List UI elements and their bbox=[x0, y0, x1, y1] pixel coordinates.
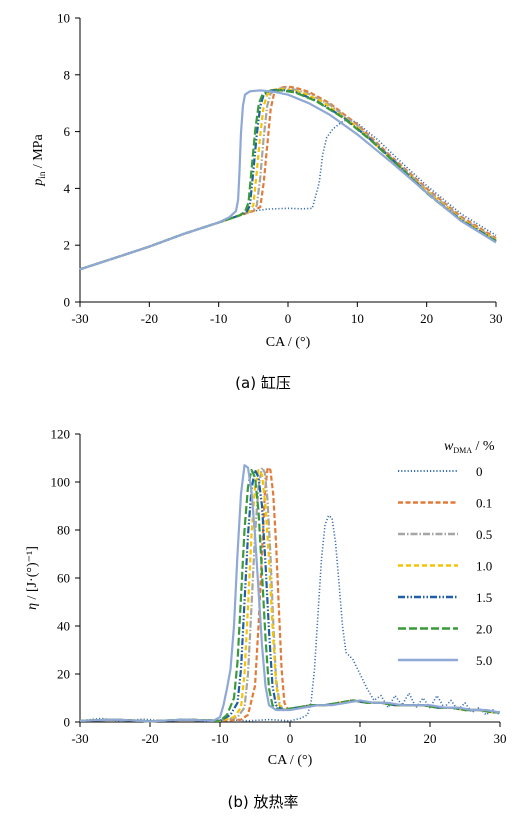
series-line-5.0 bbox=[79, 89, 497, 271]
y-tick-label: 2 bbox=[64, 238, 71, 253]
series-line-1.5 bbox=[79, 468, 500, 723]
series-line-5.0 bbox=[79, 464, 501, 723]
series-line-1.5 bbox=[79, 88, 497, 271]
y-tick-label: 120 bbox=[51, 427, 71, 442]
axes bbox=[79, 434, 500, 723]
ticks: -30 -20 -10 0 10 20 30 0 20 40 60 80 100 120 bbox=[51, 427, 507, 747]
x-tick-label: 10 bbox=[351, 311, 364, 326]
chart-heat-release-rate: -30 -20 -10 0 10 20 30 0 20 40 60 80 100 120 CA / (°)… bbox=[25, 427, 507, 812]
y-tick-label: 40 bbox=[57, 619, 70, 634]
x-tick-label: 10 bbox=[354, 731, 367, 746]
x-tick-label: 20 bbox=[420, 311, 433, 326]
legend-label-0: 0 bbox=[476, 464, 483, 479]
series-line-0 bbox=[79, 514, 501, 723]
caption-b: (b) 放热率 bbox=[228, 793, 299, 811]
series-line-1.0 bbox=[79, 87, 497, 271]
caption-a: (a) 缸压 bbox=[235, 374, 291, 392]
y-axis-label-unit: / [J·(°)⁻¹] bbox=[25, 546, 40, 603]
series-line-0.5 bbox=[79, 87, 497, 271]
series-group bbox=[79, 85, 497, 271]
series-group bbox=[79, 464, 501, 723]
x-tick-label: 20 bbox=[424, 731, 437, 746]
series-line-0.5 bbox=[79, 466, 500, 723]
axes bbox=[79, 18, 496, 303]
x-axis-label: CA / (°) bbox=[266, 335, 311, 350]
y-tick-label: 100 bbox=[51, 475, 71, 490]
legend: wDMA / % 0 0.1 0.5 1.0 1.5 2.0 5.0 bbox=[398, 439, 495, 668]
legend-label-0.1: 0.1 bbox=[476, 496, 492, 511]
x-tick-label: -10 bbox=[211, 731, 228, 746]
ticks: -30 -20 -10 0 10 20 30 0 2 4 6 8 10 bbox=[57, 11, 503, 327]
x-tick-label: -30 bbox=[71, 311, 88, 326]
legend-title-symbol: w bbox=[444, 439, 454, 454]
legend-label-5.0: 5.0 bbox=[476, 653, 492, 668]
y-tick-label: 80 bbox=[57, 523, 70, 538]
series-line-2.0 bbox=[79, 89, 497, 271]
y-tick-label: 6 bbox=[64, 124, 71, 139]
series-line-0.1 bbox=[79, 85, 497, 271]
legend-label-2.0: 2.0 bbox=[476, 622, 492, 637]
legend-label-1.5: 1.5 bbox=[476, 590, 492, 605]
x-tick-label: -30 bbox=[71, 731, 88, 746]
y-tick-label: 8 bbox=[64, 67, 71, 82]
legend-label-1.0: 1.0 bbox=[476, 559, 492, 574]
plot-frame bbox=[80, 18, 496, 302]
x-tick-label: 0 bbox=[287, 731, 294, 746]
x-tick-label: -20 bbox=[141, 311, 158, 326]
y-tick-label: 4 bbox=[64, 181, 71, 196]
y-axis-label-symbol: p bbox=[31, 179, 46, 187]
x-tick-label: 0 bbox=[285, 311, 292, 326]
legend-title: wDMA / % bbox=[444, 439, 495, 455]
y-axis-label: pin / MPa bbox=[31, 134, 47, 187]
x-tick-label: -20 bbox=[141, 731, 158, 746]
y-axis-label-symbol: η bbox=[25, 603, 40, 610]
x-tick-label: 30 bbox=[494, 731, 507, 746]
y-tick-label: 20 bbox=[57, 667, 70, 682]
y-tick-label: 0 bbox=[64, 715, 71, 730]
series-line-2.0 bbox=[79, 468, 500, 723]
y-tick-label: 60 bbox=[57, 571, 70, 586]
x-tick-label: 30 bbox=[490, 311, 503, 326]
x-axis-label: CA / (°) bbox=[268, 753, 313, 768]
y-axis-label-subscript: in bbox=[37, 171, 47, 179]
y-axis-label-unit: / MPa bbox=[31, 134, 46, 172]
series-line-1.0 bbox=[79, 468, 500, 723]
x-tick-label: -10 bbox=[210, 311, 227, 326]
series-line-0.1 bbox=[79, 466, 500, 723]
y-tick-label: 0 bbox=[64, 295, 71, 310]
y-tick-label: 10 bbox=[57, 11, 70, 26]
legend-label-0.5: 0.5 bbox=[476, 527, 492, 542]
legend-title-subscript: DMA bbox=[453, 446, 472, 455]
y-axis-label: η / [J·(°)⁻¹] bbox=[25, 546, 40, 610]
legend-title-unit: / % bbox=[472, 439, 495, 454]
chart-cylinder-pressure: -30 -20 -10 0 10 20 30 0 2 4 6 8 10 CA / (°) pin / M… bbox=[31, 11, 503, 393]
